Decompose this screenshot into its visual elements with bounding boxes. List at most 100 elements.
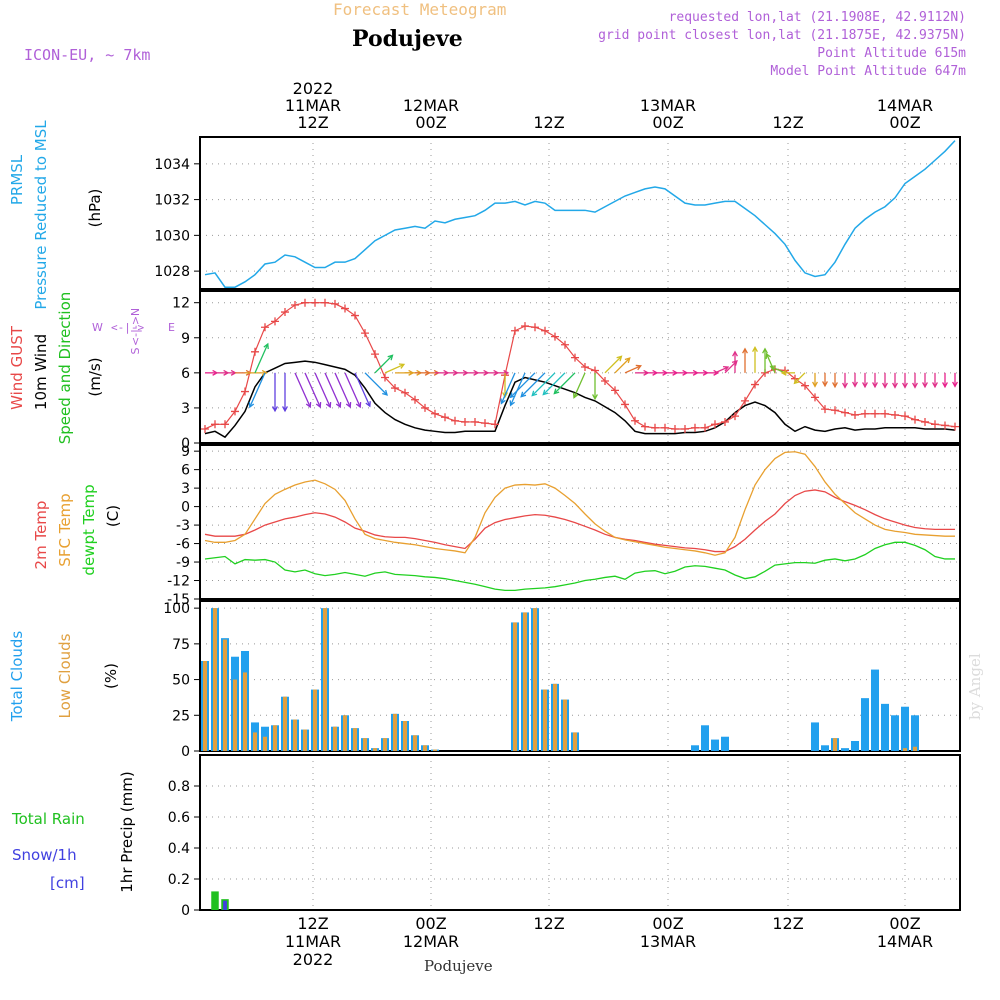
gust-marker [891, 410, 899, 419]
gridpoint-coords: grid point closest lon,lat (21.1875E, 42… [598, 28, 966, 43]
time-label-top: 12Z [297, 113, 328, 132]
gust-marker [471, 417, 479, 426]
wind-direction-arrow [542, 372, 566, 396]
wind-arrow-head [713, 369, 720, 376]
temp-sfc-line [204, 451, 955, 556]
pressure-line [204, 140, 956, 288]
wind-direction-arrow [531, 372, 556, 397]
low-cloud-bar [393, 713, 397, 751]
low-cloud-bar [913, 746, 917, 751]
gust-marker [261, 323, 269, 332]
gust-marker [551, 332, 559, 341]
rain-bar [211, 891, 219, 910]
wind-direction-arrow [520, 372, 546, 398]
wind-direction-arrow [384, 363, 405, 374]
wind-arrow-head [872, 382, 878, 389]
time-label-bottom: 13MAR [640, 932, 696, 951]
wind-arrow-head [509, 392, 516, 399]
wind-direction-arrow [294, 372, 311, 408]
wind-gust-line [204, 302, 956, 430]
low-cloud-bar [343, 715, 347, 751]
gust-marker [271, 317, 279, 326]
wind-direction-arrow [573, 372, 586, 398]
wind-label: 10m Wind [32, 334, 50, 410]
gust-marker [341, 304, 349, 313]
y-tick-label: 50 [172, 673, 190, 689]
y-tick-label: 100 [163, 601, 190, 617]
low-cloud-bar [553, 683, 557, 751]
low-cloud-bar [423, 745, 427, 751]
panel-frame [199, 136, 961, 290]
y-tick-label: 1028 [154, 264, 190, 280]
y-tick-label: 0 [181, 436, 190, 452]
wind-arrow-head [572, 392, 579, 399]
time-label-bottom: 00Z [889, 914, 920, 933]
total-cloud-bar [881, 703, 889, 751]
wind-direction-arrow [364, 372, 388, 396]
wind-direction-arrow [334, 372, 351, 408]
low-cloud-bar [213, 608, 217, 751]
compass-ns: <-|-> [129, 316, 142, 346]
snow-bar [223, 900, 227, 910]
wind-unit-label: (m/s) [86, 357, 104, 396]
compass-w: W [92, 321, 103, 334]
wind-direction-arrow [604, 355, 622, 374]
total-cloud-bar [911, 715, 919, 751]
low-cloud-bar [383, 738, 387, 751]
wind-arrow-head [892, 382, 898, 389]
wind-direction-arrow [254, 343, 269, 374]
wind-arrow-head [732, 350, 738, 357]
gust-marker [441, 413, 449, 422]
gust-marker [721, 417, 729, 426]
y-tick-label: 9 [181, 444, 190, 460]
wind-arrow-head [520, 391, 527, 398]
low-cloud-bar [533, 608, 537, 751]
requested-coords: requested lon,lat (21.1908E, 42.9112N) [668, 10, 966, 25]
wind-arrow-head [752, 345, 758, 353]
dewpt-label: dewpt Temp [80, 484, 98, 575]
wind-arrow-head [263, 342, 269, 350]
panel-frame [199, 600, 961, 752]
wind-arrow-head [832, 382, 838, 389]
wind-arrow-head [382, 389, 389, 396]
compass-ew: <-|-> [111, 321, 144, 334]
wind-arrow-head [922, 382, 928, 389]
total-cloud-bar [851, 741, 859, 751]
time-label-top: 00Z [889, 113, 920, 132]
time-label-top: 12Z [772, 113, 803, 132]
wind-arrow-head [912, 382, 918, 389]
low-cloud-bar [903, 748, 907, 751]
time-label-top: 2022 [293, 79, 334, 98]
gust-marker [901, 412, 909, 421]
wind-arrow-head [365, 401, 371, 408]
gust-marker [251, 347, 259, 356]
gust-marker [321, 298, 329, 307]
gust-marker [541, 326, 549, 335]
wind-arrow-head [780, 369, 787, 376]
pressure-label-long: Pressure Reduced to MSL [32, 120, 50, 310]
low-cloud-bar [263, 736, 267, 751]
low-cloud-bar [223, 639, 227, 751]
wind-arrow-head [731, 359, 738, 366]
gust-marker [731, 412, 739, 421]
y-tick-label: 1030 [154, 228, 190, 244]
gust-marker [381, 373, 389, 382]
gust-marker [741, 396, 749, 405]
time-label-bottom: 2022 [293, 950, 334, 969]
point-altitude: Point Altitude 615m [817, 46, 966, 61]
wind-direction-arrow [794, 372, 806, 384]
time-label-bottom: 12Z [533, 914, 564, 933]
total-cloud-bar [891, 715, 899, 751]
time-label-bottom: 00Z [415, 914, 446, 933]
gust-marker [361, 329, 369, 338]
wind-direction-arrow [344, 372, 361, 408]
pressure-label: PRMSL [8, 154, 26, 205]
gust-marker [491, 420, 499, 429]
wind-arrow-head [500, 398, 506, 405]
gust-marker [531, 323, 539, 332]
bottom-station-label: Podujeve [424, 957, 493, 975]
wind-arrow-head [762, 347, 768, 354]
gust-marker [661, 423, 669, 432]
y-tick-label: 0.6 [168, 810, 190, 826]
wind-direction-arrow [354, 372, 371, 407]
